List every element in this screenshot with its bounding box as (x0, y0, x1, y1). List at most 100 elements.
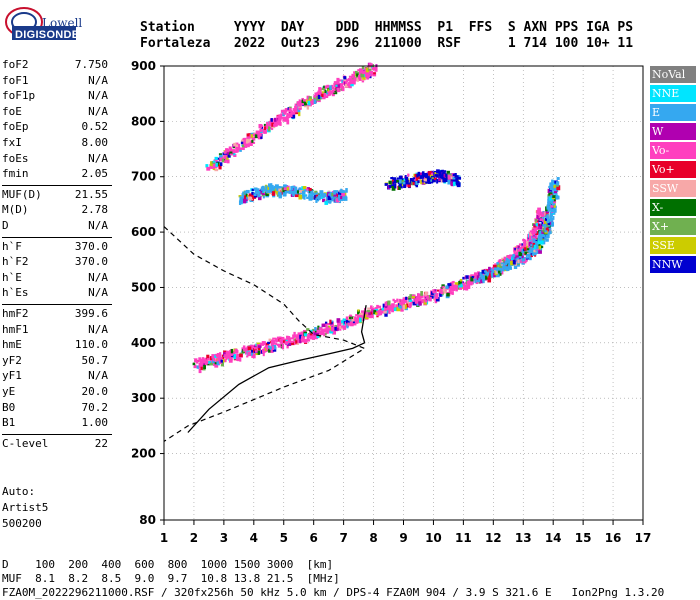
echo-point (230, 354, 235, 358)
echo-point (258, 124, 262, 129)
param-name: h`F2 (2, 255, 29, 269)
digisonde-logo: Lowell DIGISONDE (2, 4, 112, 46)
echo-point (319, 330, 323, 336)
echo-point (419, 175, 423, 179)
echo-point (462, 276, 466, 280)
artist-version: Artist5 (2, 501, 49, 514)
echo-point (443, 291, 447, 294)
echo-point (403, 183, 407, 188)
echo-point (434, 298, 438, 304)
echo-point (542, 240, 546, 245)
echo-point (345, 316, 350, 320)
param-value: 22 (94, 436, 108, 450)
echo-point (296, 101, 301, 105)
echo-point (396, 177, 399, 180)
echo-point (538, 244, 541, 250)
echo-point (548, 227, 551, 232)
echo-point (323, 92, 327, 98)
echo-point (405, 179, 409, 185)
echo-point (321, 193, 324, 198)
echo-point (398, 305, 402, 309)
echo-traces (192, 62, 561, 374)
echo-point (550, 207, 554, 213)
echo-point (344, 195, 347, 200)
echo-point (353, 77, 357, 82)
echo-point (211, 354, 216, 359)
echo-point (440, 170, 444, 173)
echo-point (231, 350, 236, 355)
param-value: 1.00 (81, 416, 109, 430)
echo-point (326, 322, 330, 326)
echo-point (349, 321, 353, 326)
echo-point (300, 194, 304, 198)
echo-point (460, 283, 464, 287)
echo-point (384, 183, 388, 186)
param-name: hmF1 (2, 322, 29, 336)
echo-point (369, 70, 372, 74)
echo-point (423, 300, 427, 305)
param-row: C-level 22 (2, 437, 110, 452)
echo-point (556, 181, 560, 186)
echo-point (254, 134, 258, 139)
echo-point (271, 191, 276, 196)
echo-point (229, 147, 233, 152)
echo-point (408, 296, 412, 299)
echo-point (452, 173, 457, 176)
echo-point (518, 257, 521, 261)
echo-point (317, 325, 320, 330)
param-row: M(D) 2.78 (2, 203, 110, 218)
echo-point (438, 178, 441, 182)
echo-point (547, 221, 551, 225)
echo-point (219, 352, 222, 356)
echo-point (203, 364, 206, 370)
echo-point (517, 247, 520, 251)
echo-point (321, 87, 326, 91)
echo-point (242, 146, 245, 151)
echo-point (398, 185, 401, 190)
echo-point (319, 96, 323, 99)
echo-point (537, 235, 541, 241)
echo-point (456, 286, 460, 290)
echo-point (551, 185, 555, 189)
echo-point (226, 156, 229, 160)
echo-point (429, 296, 432, 302)
echo-point (259, 342, 263, 346)
echo-point (504, 261, 508, 266)
echo-point (299, 334, 302, 340)
echo-point (283, 112, 287, 115)
trace-diffuse (238, 183, 348, 206)
echo-point (528, 256, 532, 261)
echo-point (246, 139, 251, 143)
echo-point (424, 174, 429, 178)
echo-point (528, 240, 532, 243)
echo-point (451, 291, 454, 295)
echo-point (436, 289, 441, 292)
echo-point (220, 361, 224, 367)
echo-point (553, 200, 557, 204)
echo-point (263, 129, 266, 134)
echo-point (258, 195, 262, 201)
echo-point (537, 207, 541, 213)
echo-point (413, 176, 417, 181)
echo-point (444, 177, 447, 182)
echo-point (230, 348, 234, 354)
param-name: yF2 (2, 353, 22, 367)
echo-point (251, 188, 254, 191)
echo-point (316, 196, 319, 200)
echo-point (493, 264, 497, 268)
echo-point (194, 358, 198, 363)
echo-point (309, 334, 314, 340)
echo-point (439, 293, 442, 297)
echo-point (341, 325, 344, 328)
echo-point (315, 92, 319, 97)
echo-point (507, 264, 512, 269)
legend-item: NoVal (650, 66, 696, 83)
echo-point (253, 347, 258, 350)
echo-point (382, 303, 386, 308)
echo-point (373, 310, 377, 315)
echo-point (257, 345, 262, 348)
echo-point (204, 361, 208, 366)
echo-point (549, 196, 552, 201)
echo-point (377, 309, 382, 315)
echo-point (200, 365, 203, 370)
